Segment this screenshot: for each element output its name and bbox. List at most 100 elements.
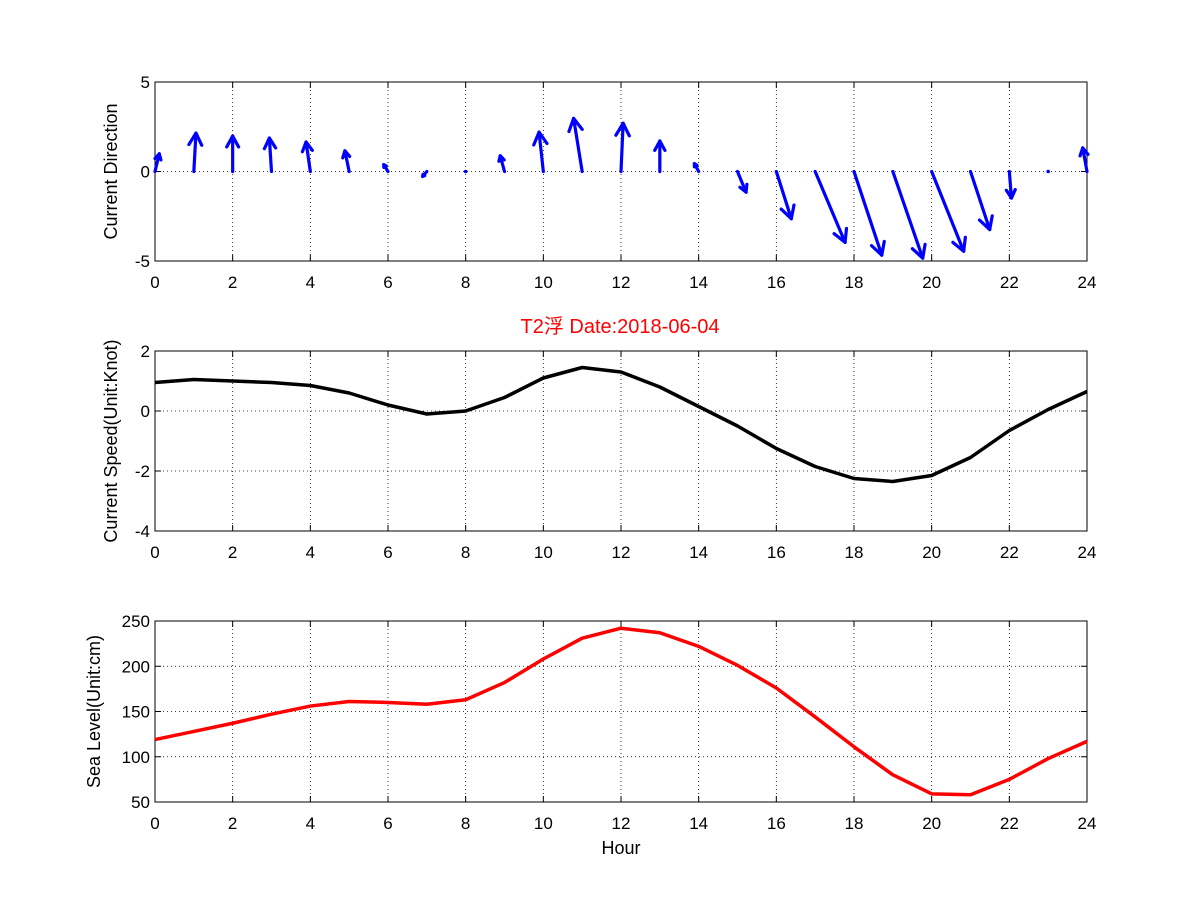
quiver-head — [653, 139, 667, 152]
x-tick-label: 0 — [150, 814, 159, 833]
x-tick-label: 18 — [845, 543, 864, 562]
x-tick-label: 12 — [612, 543, 631, 562]
quiver-arrow — [852, 169, 886, 257]
quiver-arrow — [532, 130, 549, 174]
y-tick-label: 0 — [141, 163, 150, 182]
quiver-arrow — [813, 169, 849, 244]
x-tick-label: 12 — [612, 273, 631, 292]
x-axis-label: Hour — [601, 838, 640, 858]
quiver-head — [832, 226, 849, 244]
x-tick-label: 0 — [150, 273, 159, 292]
quiver-arrow — [300, 140, 314, 174]
quiver-head — [420, 172, 427, 179]
y-tick-label: 0 — [141, 402, 150, 421]
x-tick-label: 22 — [1000, 543, 1019, 562]
quiver-head — [187, 131, 204, 147]
quiver-arrow — [262, 136, 278, 174]
quiver-head — [738, 182, 749, 194]
y-tick-label: 100 — [122, 748, 150, 767]
quiver-shaft — [930, 169, 966, 253]
quiver-head — [977, 214, 994, 232]
x-tick-label: 12 — [612, 814, 631, 833]
quiver-arrow — [420, 169, 429, 179]
x-tick-label: 20 — [922, 273, 941, 292]
quiver-shaft — [572, 116, 584, 174]
y-tick-label: 5 — [141, 73, 150, 92]
quiver-head — [262, 136, 278, 151]
quiver-shaft — [852, 169, 884, 257]
quiver-arrow — [225, 134, 241, 174]
x-tick-label: 16 — [767, 814, 786, 833]
x-tick-label: 8 — [461, 273, 470, 292]
quiver-shaft — [619, 121, 625, 174]
quiver-shaft — [537, 130, 545, 174]
quiver-shaft — [343, 149, 351, 174]
x-tick-label: 10 — [534, 814, 553, 833]
quiver-arrow — [653, 139, 667, 174]
x-tick-label: 10 — [534, 543, 553, 562]
quiver-arrow — [153, 152, 163, 174]
x-tick-label: 16 — [767, 273, 786, 292]
quiver-head — [532, 130, 549, 147]
y-tick-label: 150 — [122, 703, 150, 722]
y-tick-label: 200 — [122, 657, 150, 676]
quiver-shaft — [1081, 146, 1089, 174]
x-tick-label: 18 — [845, 273, 864, 292]
y-axis-label: Current Direction — [101, 103, 121, 239]
quiver-arrow — [614, 121, 631, 174]
quiver-arrow — [930, 169, 967, 253]
x-tick-label: 24 — [1078, 543, 1097, 562]
quiver-shaft — [1007, 169, 1014, 200]
y-tick-label: -5 — [135, 252, 150, 271]
y-tick-label: -4 — [135, 522, 150, 541]
quiver-shaft — [735, 169, 748, 194]
quiver-arrow — [735, 169, 749, 194]
x-tick-label: 2 — [228, 814, 237, 833]
quiver-head — [382, 163, 388, 170]
quiver-arrow — [382, 163, 390, 174]
x-tick-label: 4 — [306, 814, 315, 833]
x-tick-label: 4 — [306, 273, 315, 292]
series-line — [154, 365, 1088, 484]
x-tick-label: 20 — [922, 814, 941, 833]
x-tick-label: 0 — [150, 543, 159, 562]
y-tick-label: 250 — [122, 612, 150, 631]
quiver-arrow — [567, 116, 584, 174]
quiver-arrow — [187, 131, 204, 174]
x-tick-label: 6 — [383, 543, 392, 562]
x-tick-label: 14 — [689, 273, 708, 292]
quiver-head — [497, 154, 506, 163]
quiver-shaft — [774, 169, 793, 221]
series-line — [154, 626, 1088, 797]
quiver-shaft — [813, 169, 847, 244]
y-tick-label: 50 — [131, 793, 150, 812]
quiver-head — [1078, 146, 1090, 158]
quiver-head — [153, 152, 163, 162]
quiver-shaft — [891, 169, 925, 260]
quiver-head — [567, 116, 584, 134]
x-tick-label: 14 — [689, 543, 708, 562]
y-axis-label: Sea Level(Unit:cm) — [84, 635, 104, 788]
quiver-head — [910, 242, 927, 260]
quiver-head — [225, 134, 241, 149]
x-tick-label: 24 — [1078, 814, 1097, 833]
x-tick-label: 10 — [534, 273, 553, 292]
x-tick-label: 4 — [306, 543, 315, 562]
quiver-head — [300, 140, 314, 154]
y-tick-label: 2 — [141, 342, 150, 361]
x-tick-label: 8 — [461, 543, 470, 562]
quiver-head — [869, 239, 886, 257]
x-tick-label: 2 — [228, 273, 237, 292]
quiver-arrow — [1004, 169, 1017, 200]
x-tick-label: 16 — [767, 543, 786, 562]
quiver-head — [614, 121, 631, 138]
quiver-head — [1004, 187, 1017, 200]
quiver-arrow — [463, 169, 468, 174]
quiver-shaft — [968, 169, 992, 232]
chart-title: T2浮 Date:2018-06-04 — [520, 315, 719, 338]
quiver-shaft — [304, 140, 312, 174]
quiver-head — [951, 235, 967, 253]
x-tick-label: 20 — [922, 543, 941, 562]
